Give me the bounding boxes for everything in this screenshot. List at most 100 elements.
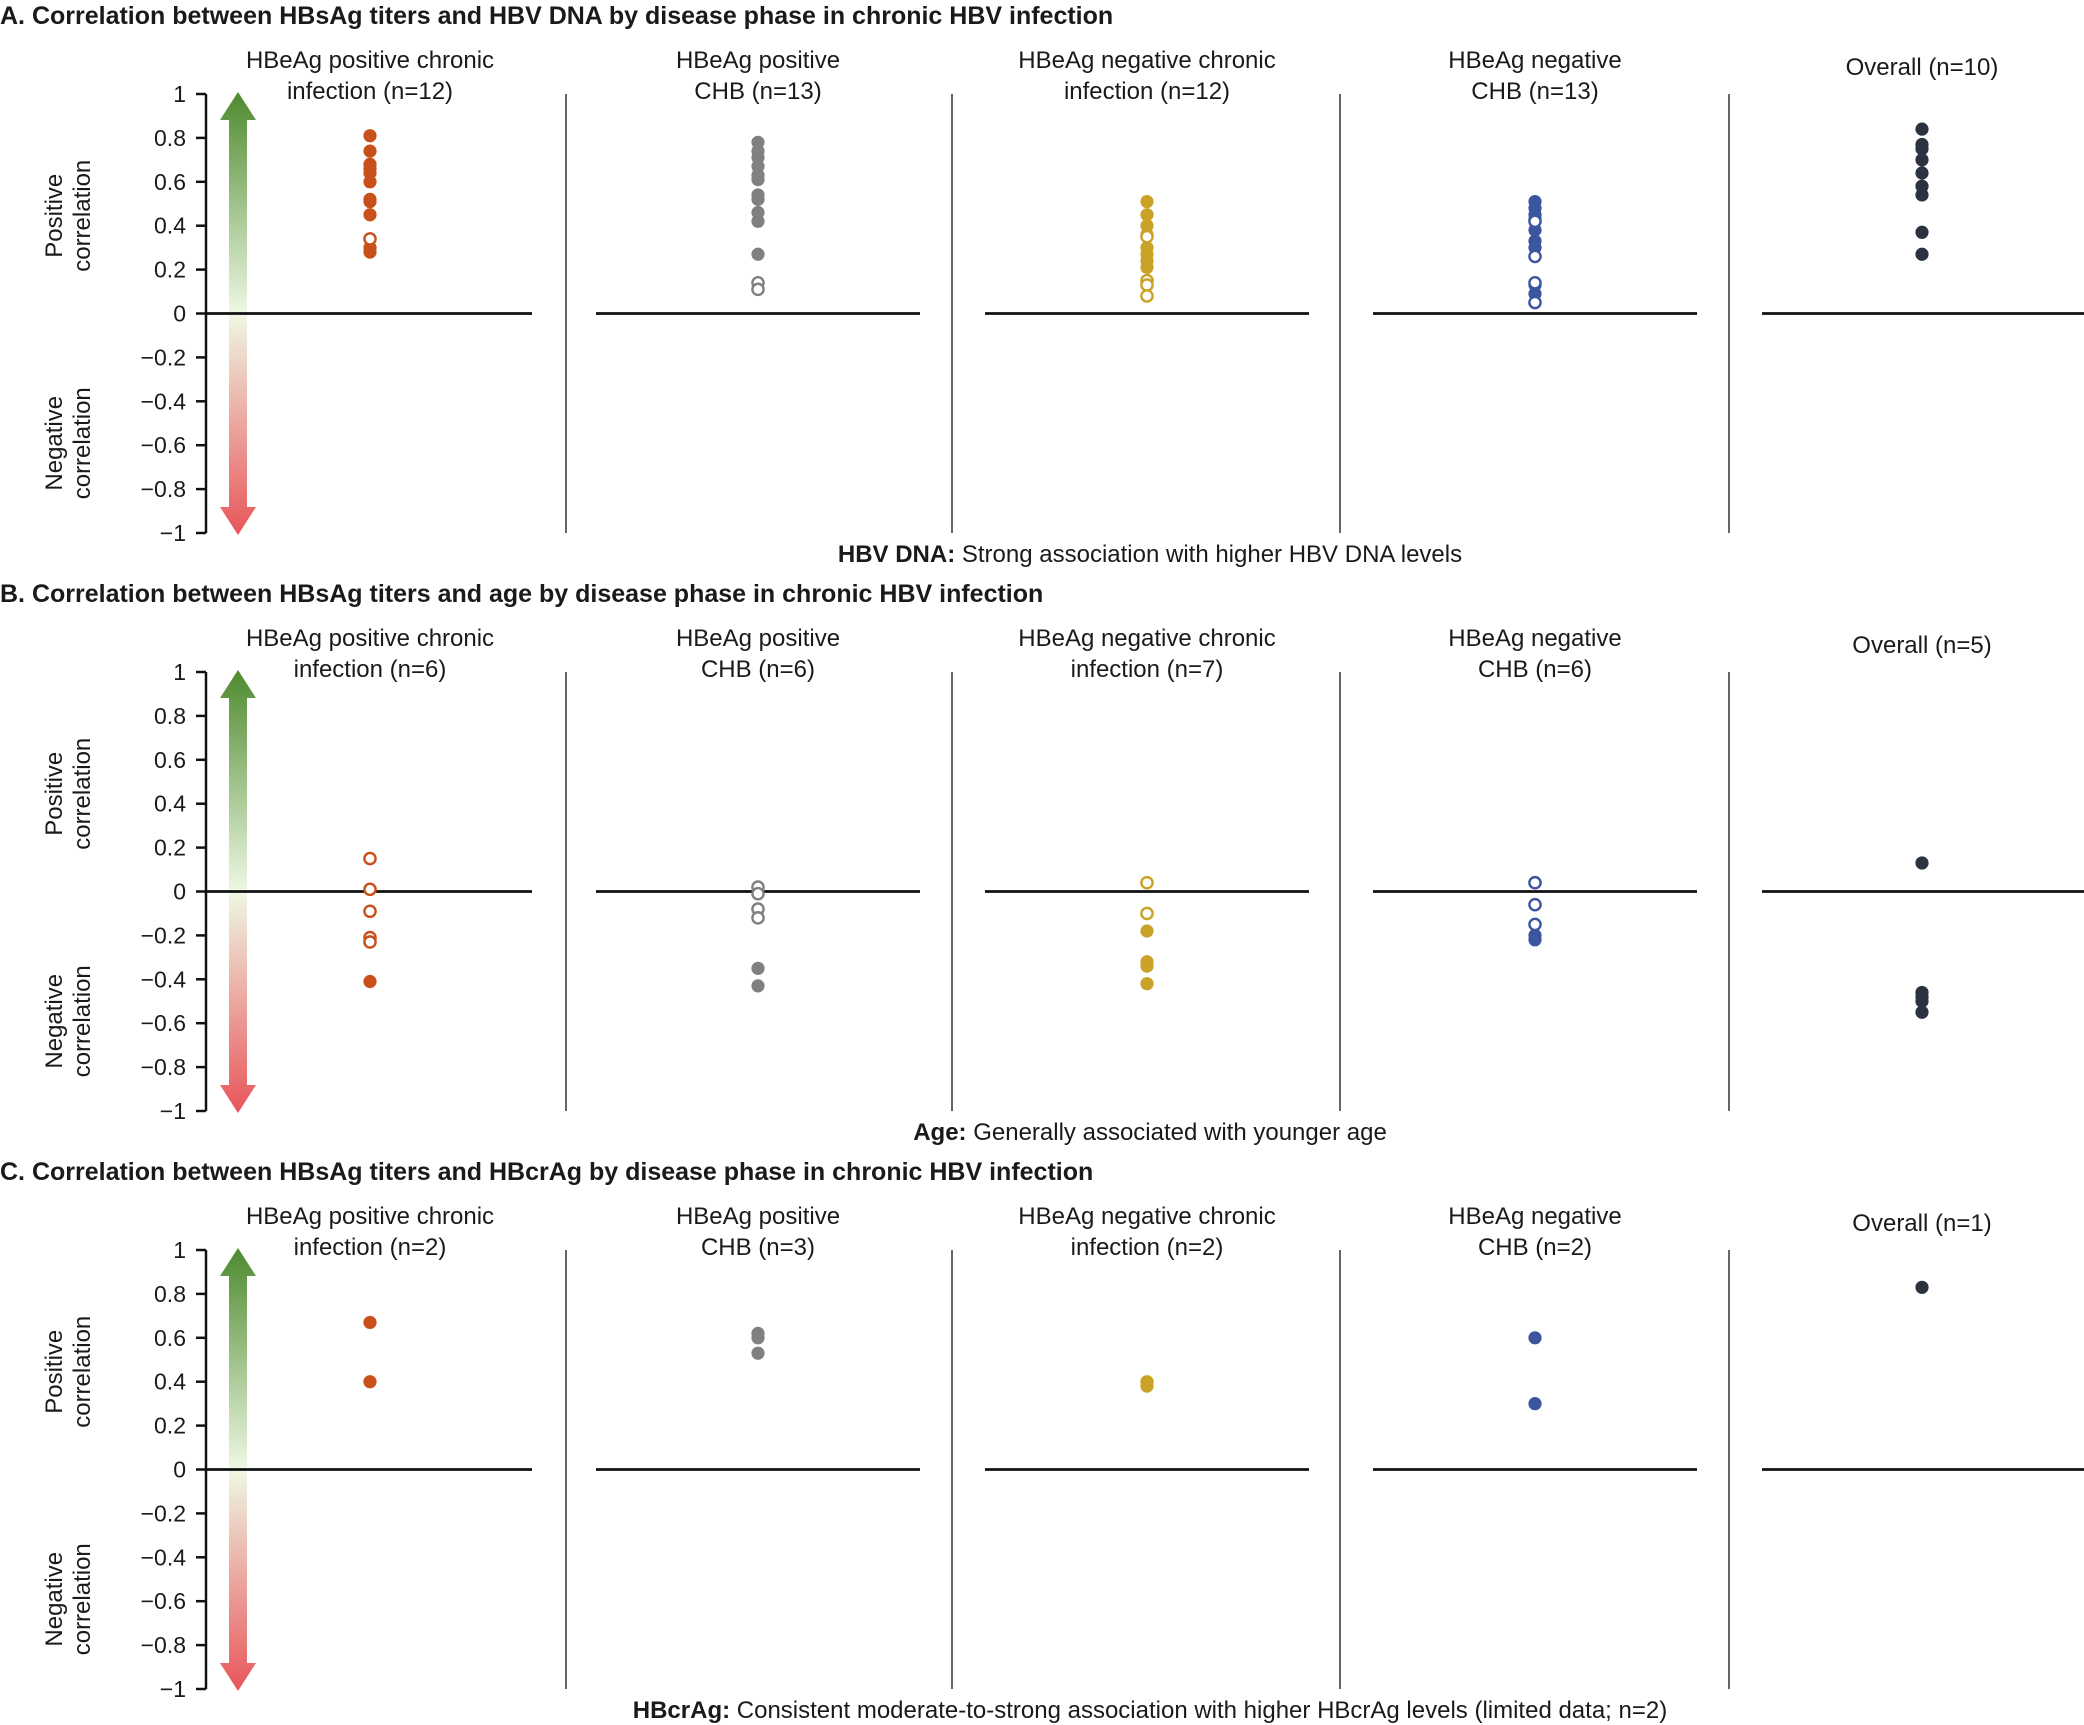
- nonsignificant-correlation-point: [751, 282, 765, 297]
- significant-correlation-point: [1915, 856, 1929, 870]
- y-tick-label: 0.2: [154, 835, 186, 861]
- panel-title: HBeAg positive chronic infection (n=2): [246, 1203, 494, 1261]
- y-tick-label: −0.4: [141, 388, 187, 414]
- significant-correlation-point: [363, 144, 377, 158]
- y-tick-label: 0.8: [154, 703, 186, 729]
- y-tick-label: −0.2: [141, 922, 186, 948]
- y-tick-label: 1: [173, 659, 186, 685]
- nonsignificant-correlation-point: [363, 935, 377, 949]
- significant-correlation-point: [363, 208, 377, 222]
- significant-correlation-point: [751, 979, 765, 993]
- y-tick-label: 0.6: [154, 747, 186, 773]
- y-tick-label: 0.8: [154, 1281, 186, 1307]
- negative-correlation-label: Negativecorrelation: [41, 965, 96, 1077]
- y-tick-label: −0.4: [141, 966, 187, 992]
- panel-title: HBeAg positive CHB (n=3): [676, 1203, 840, 1261]
- panel-title: HBeAg negative chronic infection (n=12): [1018, 47, 1275, 105]
- significant-correlation-point: [751, 1346, 765, 1360]
- nonsignificant-correlation-point: [1528, 897, 1542, 912]
- significant-correlation-point: [1915, 166, 1929, 180]
- y-tick-label: 0.4: [154, 213, 186, 239]
- panel-title: Overall (n=5): [1852, 632, 1991, 659]
- nonsignificant-correlation-point: [1528, 214, 1542, 229]
- chart-section-c: C. Correlation between HBsAg titers and …: [0, 1158, 2084, 1724]
- panel-title: HBeAg negative chronic infection (n=2): [1018, 1203, 1275, 1261]
- chart-footer: Age: Generally associated with younger a…: [913, 1119, 1387, 1146]
- panel-title: HBeAg negative chronic infection (n=7): [1018, 625, 1275, 683]
- y-tick-label: −1: [160, 1676, 186, 1702]
- significant-correlation-point: [751, 214, 765, 228]
- panel-title: HBeAg positive chronic infection (n=6): [246, 625, 494, 683]
- significant-correlation-point: [1915, 122, 1929, 136]
- y-tick-label: 0.4: [154, 1369, 186, 1395]
- significant-correlation-point: [751, 173, 765, 187]
- significant-correlation-point: [1915, 1005, 1929, 1019]
- significant-correlation-point: [751, 192, 765, 206]
- y-tick-label: 0: [173, 1457, 186, 1483]
- significant-correlation-point: [1915, 225, 1929, 239]
- y-tick-label: −0.2: [141, 344, 186, 370]
- significant-correlation-point: [1140, 208, 1154, 222]
- nonsignificant-correlation-point: [1528, 917, 1542, 932]
- nonsignificant-correlation-point: [1140, 229, 1154, 244]
- significant-correlation-point: [1915, 142, 1929, 156]
- y-tick-label: −0.6: [141, 1010, 186, 1036]
- y-tick-label: 0: [173, 879, 186, 905]
- nonsignificant-correlation-point: [1140, 906, 1154, 921]
- nonsignificant-correlation-point: [363, 904, 377, 919]
- panel-title: HBeAg negative CHB (n=13): [1448, 47, 1621, 105]
- y-tick-label: 1: [173, 81, 186, 107]
- y-tick-label: 0.2: [154, 257, 186, 283]
- panel-title: Overall (n=10): [1846, 54, 1999, 81]
- significant-correlation-point: [1528, 1397, 1542, 1411]
- significant-correlation-point: [1915, 1280, 1929, 1294]
- significant-correlation-point: [1528, 1331, 1542, 1345]
- significant-correlation-point: [751, 961, 765, 975]
- chart-section-b: B. Correlation between HBsAg titers and …: [0, 580, 2084, 1146]
- significant-correlation-point: [363, 129, 377, 143]
- y-tick-label: −0.2: [141, 1500, 186, 1526]
- significant-correlation-point: [363, 974, 377, 989]
- significant-correlation-point: [1140, 194, 1154, 209]
- nonsignificant-correlation-point: [363, 882, 377, 897]
- positive-correlation-label: Positivecorrelation: [41, 738, 96, 850]
- nonsignificant-correlation-point: [1140, 875, 1154, 890]
- y-tick-label: 1: [173, 1237, 186, 1263]
- significant-correlation-point: [363, 245, 377, 259]
- significant-correlation-point: [1915, 153, 1929, 167]
- nonsignificant-correlation-point: [363, 851, 377, 866]
- y-tick-label: −0.4: [141, 1544, 187, 1570]
- panel-title: HBeAg negative CHB (n=6): [1448, 625, 1621, 683]
- panel-title: HBeAg positive chronic infection (n=12): [246, 47, 494, 105]
- nonsignificant-correlation-point: [363, 232, 377, 246]
- significant-correlation-point: [1915, 247, 1929, 261]
- y-tick-label: −0.6: [141, 1588, 186, 1614]
- chart-footer: HBcrAg: Consistent moderate-to-strong as…: [633, 1697, 1667, 1724]
- chart-title: A. Correlation between HBsAg titers and …: [0, 2, 1113, 30]
- negative-correlation-label: Negativecorrelation: [41, 387, 96, 499]
- significant-correlation-point: [751, 1331, 765, 1345]
- y-tick-label: −1: [160, 520, 186, 546]
- y-tick-label: 0: [173, 301, 186, 327]
- nonsignificant-correlation-point: [1528, 875, 1542, 890]
- significant-correlation-point: [1140, 260, 1154, 275]
- y-tick-label: −0.6: [141, 432, 186, 458]
- significant-correlation-point: [1140, 959, 1154, 973]
- y-tick-label: 0.2: [154, 1413, 186, 1439]
- panel-title: HBeAg negative CHB (n=2): [1448, 1203, 1621, 1261]
- negative-correlation-label: Negativecorrelation: [41, 1543, 96, 1655]
- chart-section-a: A. Correlation between HBsAg titers and …: [0, 2, 2084, 568]
- y-tick-label: 0.6: [154, 169, 186, 195]
- y-tick-label: −0.8: [141, 1054, 186, 1080]
- y-tick-label: −0.8: [141, 476, 186, 502]
- significant-correlation-point: [1140, 1379, 1154, 1393]
- chart-title: C. Correlation between HBsAg titers and …: [0, 1158, 1093, 1186]
- significant-correlation-point: [1528, 933, 1542, 947]
- nonsignificant-correlation-point: [1528, 295, 1542, 310]
- chart-title: B. Correlation between HBsAg titers and …: [0, 580, 1043, 608]
- panel-title: HBeAg positive CHB (n=6): [676, 625, 840, 683]
- y-tick-label: 0.4: [154, 791, 186, 817]
- panel-title: HBeAg positive CHB (n=13): [676, 47, 840, 105]
- significant-correlation-point: [363, 194, 377, 209]
